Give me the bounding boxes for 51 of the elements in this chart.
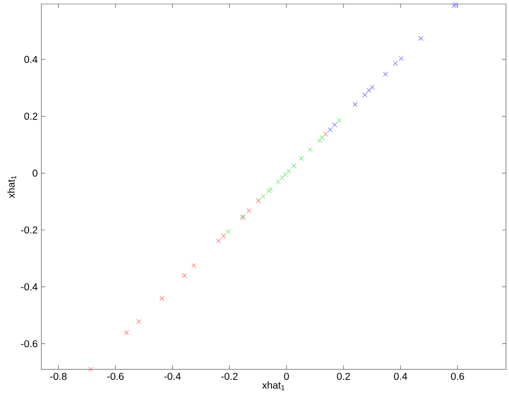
point bbox=[370, 84, 375, 90]
point bbox=[282, 172, 288, 177]
point bbox=[276, 179, 281, 184]
point bbox=[88, 366, 94, 372]
point bbox=[366, 88, 372, 93]
point bbox=[268, 186, 273, 192]
point bbox=[320, 135, 325, 140]
x-tick-label: -0.4 bbox=[164, 372, 181, 380]
y-tick-label: -0.6 bbox=[21, 340, 38, 348]
point bbox=[124, 330, 129, 336]
x-tick-label: 0.6 bbox=[451, 372, 464, 380]
point bbox=[418, 36, 424, 41]
point bbox=[328, 127, 333, 132]
point bbox=[392, 60, 398, 66]
point bbox=[136, 319, 142, 324]
x-tick-label: -0.2 bbox=[221, 372, 238, 380]
point bbox=[398, 56, 404, 62]
x-tick-label: -0.8 bbox=[50, 372, 67, 380]
point bbox=[291, 163, 296, 168]
point bbox=[298, 156, 304, 161]
point bbox=[280, 175, 285, 180]
point bbox=[336, 118, 342, 123]
y-tick-label: 0.4 bbox=[24, 56, 38, 63]
point bbox=[216, 238, 222, 244]
point bbox=[221, 234, 226, 238]
point bbox=[256, 198, 261, 204]
x-axis-title: xhat$_{1}$ bbox=[262, 381, 284, 390]
point bbox=[286, 168, 292, 174]
point bbox=[323, 132, 328, 137]
point bbox=[308, 147, 313, 152]
point bbox=[362, 92, 368, 98]
point bbox=[332, 122, 338, 128]
point bbox=[352, 102, 358, 107]
point bbox=[266, 188, 272, 194]
y-tick-label: -0.4 bbox=[21, 283, 38, 290]
point bbox=[382, 72, 388, 77]
x-tick-label: 0.2 bbox=[336, 372, 350, 380]
point bbox=[260, 194, 266, 199]
y-tick-label: -0.2 bbox=[21, 226, 38, 234]
point bbox=[159, 296, 164, 301]
point bbox=[191, 263, 196, 268]
y-tick-label: 0.2 bbox=[24, 112, 38, 120]
point bbox=[226, 229, 231, 234]
x-tick-label: -0.6 bbox=[107, 372, 124, 380]
point bbox=[182, 273, 187, 278]
y-axis-title: xhat$_{1}$ bbox=[7, 176, 16, 198]
y-tick-label: 0 bbox=[32, 170, 38, 177]
point bbox=[317, 138, 322, 143]
point bbox=[246, 208, 252, 214]
x-tick-label: 0.4 bbox=[394, 372, 408, 380]
x-tick-label: 0 bbox=[284, 372, 289, 380]
